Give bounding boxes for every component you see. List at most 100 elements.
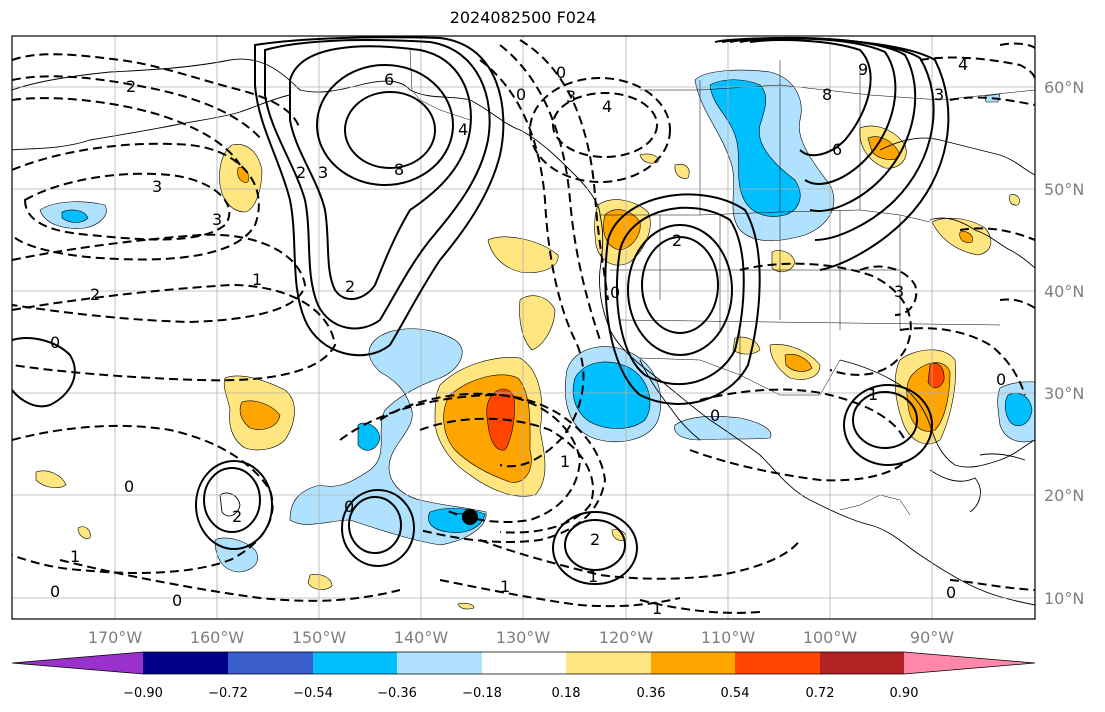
colorbar-tick-label: −0.54 — [293, 686, 333, 701]
contour-east-0 — [689, 449, 906, 482]
contour-label: 9 — [858, 60, 868, 79]
map-title: 2024082500 F024 — [449, 8, 597, 27]
fill-yellow — [1009, 194, 1020, 206]
fill-blue — [61, 209, 89, 223]
contour-label: 3 — [566, 87, 576, 106]
contour-se-1 — [552, 511, 638, 585]
contour-label: 6 — [832, 140, 842, 159]
contour-low-gulf-2 — [852, 391, 918, 449]
border-states-1 — [659, 210, 901, 330]
lat-label: 60°N — [1044, 78, 1084, 97]
coastline-alaska — [12, 58, 601, 216]
colorbar-tick-label: 0.36 — [637, 686, 666, 701]
lat-label: 50°N — [1044, 180, 1084, 199]
contour-label: 8 — [822, 85, 832, 104]
contour-high-ne-3 — [714, 37, 950, 271]
contour-label: 8 — [394, 160, 404, 179]
contour-label: 2 — [590, 530, 600, 549]
contour-high-east-2 — [627, 224, 733, 356]
contour-label: 0 — [516, 85, 526, 104]
fill-yellow — [639, 153, 659, 164]
lat-label: 20°N — [1044, 486, 1084, 505]
contour-low-w-4 — [23, 172, 231, 241]
colorbar-tick-label: 0.72 — [806, 686, 835, 701]
contour-east-0b — [899, 327, 1026, 396]
coastline-canada-east — [879, 137, 1035, 176]
colorbar-tick-label: 0.90 — [890, 686, 919, 701]
contour-label: 4 — [958, 55, 968, 74]
contour-se-2 — [564, 519, 626, 571]
border-canada-provinces — [640, 60, 1035, 215]
contour-labels: 6 8 4 3 2 0 9 8 3 4 6 3 0 3 4 2 3 2 2 0 … — [50, 55, 1006, 618]
colorbar-segment — [228, 652, 313, 674]
colorbar-segment — [313, 652, 397, 674]
contour-label: 1 — [500, 577, 510, 596]
colorbar-outline — [11, 651, 1036, 675]
fill-orange — [239, 400, 281, 430]
latitude-labels: 60°N 50°N 40°N 30°N 20°N 10°N — [1044, 78, 1084, 608]
fill-red — [486, 388, 515, 451]
lon-label: 170°W — [88, 628, 143, 647]
lon-label: 160°W — [190, 628, 245, 647]
longitude-labels: 170°W 160°W 150°W 140°W 130°W 120°W 110°… — [88, 628, 954, 647]
contour-high-east-3 — [641, 236, 719, 334]
contour-ne-dash — [919, 56, 1035, 81]
contour-west-0 — [12, 337, 76, 408]
contour-east-far — [949, 579, 1035, 591]
contour-mid-1 — [379, 392, 582, 523]
lon-label: 100°W — [803, 628, 858, 647]
lon-label: 120°W — [599, 628, 654, 647]
coastline-west-us — [599, 214, 1035, 606]
colorbar-segment — [482, 652, 566, 674]
contour-low-w-1 — [12, 283, 337, 382]
border-alaska-canada — [409, 49, 471, 121]
contour-label: 0 — [124, 477, 134, 496]
coastline-yucatan — [929, 469, 981, 513]
contour-label: 1 — [70, 547, 80, 566]
fill-yellow — [674, 163, 690, 179]
colorbar-tick-label: −0.18 — [462, 686, 502, 701]
lon-label: 150°W — [292, 628, 347, 647]
fill-yellow — [35, 470, 67, 489]
map-frame — [11, 35, 1036, 620]
coastline-great-lakes — [929, 217, 1035, 269]
contour-label: 4 — [458, 120, 468, 139]
fill-blue — [357, 422, 381, 451]
contour-label: 4 — [602, 97, 612, 116]
contour-high-east-1 — [616, 206, 745, 385]
colorbar-segment — [735, 652, 820, 674]
contour-label: 2 — [345, 277, 355, 296]
contour-label: 0 — [344, 497, 354, 516]
contour-trough-2 — [499, 44, 601, 341]
contour-sw-2 — [348, 496, 402, 554]
colorbar-segment — [904, 652, 1035, 674]
contour-label: 2 — [296, 163, 306, 182]
negative-contours — [12, 39, 1035, 614]
colorbar-segment — [566, 652, 651, 674]
contour-east-1 — [699, 388, 906, 441]
contour-label: 3 — [894, 282, 904, 301]
contour-nw-3 — [12, 97, 241, 166]
colorbar: −0.90 −0.72 −0.54 −0.36 −0.18 0.18 0.36 … — [11, 651, 1036, 701]
contour-low-w-0 — [12, 424, 274, 574]
colorbar-segment — [820, 652, 904, 674]
contour-nw-2 — [12, 75, 263, 141]
fill-yellow — [77, 526, 91, 539]
colorbar-segment — [12, 652, 143, 674]
contour-label: 1 — [560, 452, 570, 471]
colorbar-segment — [397, 652, 482, 674]
fill-orange — [784, 353, 813, 372]
contour-label: 2 — [232, 507, 242, 526]
lat-label: 30°N — [1044, 384, 1084, 403]
contour-label: 1 — [588, 567, 598, 586]
lon-label: 90°W — [910, 628, 954, 647]
contour-nw-1 — [12, 53, 301, 131]
contour-east-mid — [739, 262, 912, 376]
contour-label: 0 — [710, 406, 720, 425]
lon-label: 140°W — [394, 628, 449, 647]
contour-label: 0 — [50, 333, 60, 352]
fill-yellow — [307, 573, 333, 590]
contour-low-w-2 — [12, 233, 307, 324]
coastline-islands — [219, 492, 241, 517]
